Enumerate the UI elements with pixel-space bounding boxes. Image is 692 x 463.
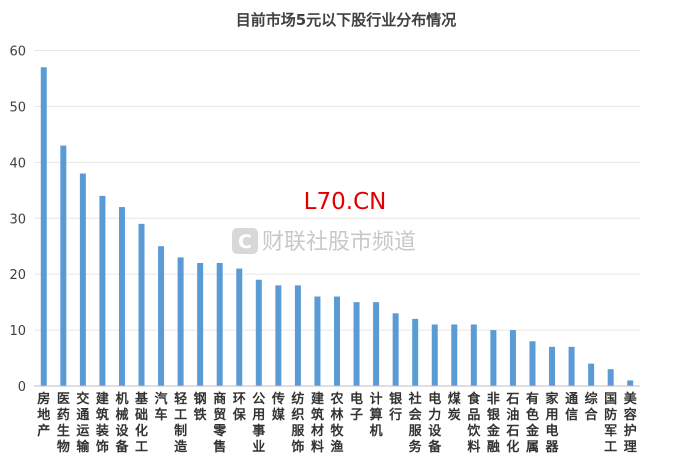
x-tick-label: 电子 [350, 391, 363, 423]
watermark-site-text: L70.CN [304, 189, 387, 215]
x-tick-label: 计算机 [370, 391, 383, 439]
bar [470, 324, 477, 386]
x-tick-label: 环保 [232, 392, 247, 423]
bar [509, 330, 516, 386]
bar [177, 257, 184, 386]
x-tick-label: 公用事业 [251, 392, 265, 455]
y-tick-label: 10 [9, 324, 26, 339]
bar [79, 173, 86, 386]
bar [392, 313, 399, 386]
y-axis-ticks: 0 10 20 30 40 50 60 [9, 45, 26, 396]
x-tick-label: 有色金属 [525, 391, 540, 455]
x-tick-label: 通信 [565, 391, 578, 423]
bar [529, 341, 536, 386]
y-tick-label: 20 [9, 268, 26, 283]
gridlines [34, 50, 640, 331]
x-tick-label: 煤炭 [448, 391, 461, 423]
y-tick-label: 50 [9, 100, 26, 115]
watermark-channel-text: 财联社股市频道 [262, 230, 416, 255]
y-tick-label: 30 [9, 212, 26, 227]
x-tick-label: 建筑装饰 [95, 391, 109, 455]
y-tick-label: 40 [9, 156, 26, 171]
x-tick-label: 房地产 [37, 391, 50, 439]
bar [236, 268, 243, 386]
x-tick-label: 家用电器 [545, 391, 560, 455]
bar [412, 318, 419, 386]
bar [40, 67, 47, 387]
watermark-logo-icon: C [232, 228, 258, 254]
bar [99, 195, 106, 386]
bar [588, 363, 595, 386]
x-tick-label: 钢铁 [193, 391, 207, 423]
x-tick-label: 基础化工 [134, 391, 149, 455]
x-tick-label: 汽车 [155, 391, 168, 423]
x-tick-label: 食品饮料 [466, 391, 481, 455]
x-tick-label: 建筑材料 [311, 391, 324, 455]
x-tick-label: 社会服务 [408, 391, 423, 455]
bar [549, 346, 556, 386]
x-axis-category-labels: 房地产医药生物交通运输建筑装饰机械设备基础化工汽车轻工制造钢铁商贸零售环保公用事… [37, 391, 637, 455]
bar [451, 324, 458, 386]
bar [294, 285, 301, 386]
bar [334, 296, 340, 386]
x-tick-label: 纺织服饰 [291, 391, 305, 455]
x-tick-label: 商贸零售 [212, 391, 227, 455]
x-tick-label: 石油石化 [505, 392, 519, 455]
bar [490, 330, 497, 386]
x-tick-label: 医药生物 [57, 392, 70, 455]
bars [40, 67, 634, 387]
chart-title: 目前市场5元以下股行业分布情况 [236, 11, 456, 29]
x-tick-label: 美容护理 [623, 391, 638, 455]
bar [607, 369, 614, 386]
watermark: L70.CN C 财联社股市频道 [232, 189, 416, 255]
y-tick-label: 60 [9, 45, 26, 60]
bar [568, 346, 575, 386]
y-tick-label: 0 [18, 380, 26, 395]
bar [353, 302, 360, 386]
x-tick-label: 农林牧渔 [329, 391, 344, 455]
bar [275, 285, 282, 386]
bar [373, 302, 380, 386]
x-tick-label: 传媒 [271, 391, 286, 423]
bar [138, 223, 145, 386]
bar [314, 296, 321, 386]
x-tick-label: 交通运输 [76, 391, 90, 455]
x-tick-label: 综合 [585, 391, 599, 423]
x-tick-label: 电力设备 [427, 391, 442, 455]
bar [118, 207, 125, 386]
bar [60, 145, 67, 386]
x-tick-label: 银行 [388, 391, 403, 423]
x-tick-label: 国防军工 [604, 392, 617, 455]
bar [431, 324, 438, 386]
bar [216, 262, 223, 386]
bar [627, 380, 634, 386]
bar [158, 246, 165, 386]
watermark-logo-letter: C [238, 231, 252, 253]
x-tick-label: 机械设备 [114, 391, 129, 455]
x-tick-label: 轻工制造 [174, 391, 188, 455]
x-tick-label: 非银金融 [486, 391, 501, 455]
bar [197, 262, 204, 386]
bar [255, 279, 262, 386]
